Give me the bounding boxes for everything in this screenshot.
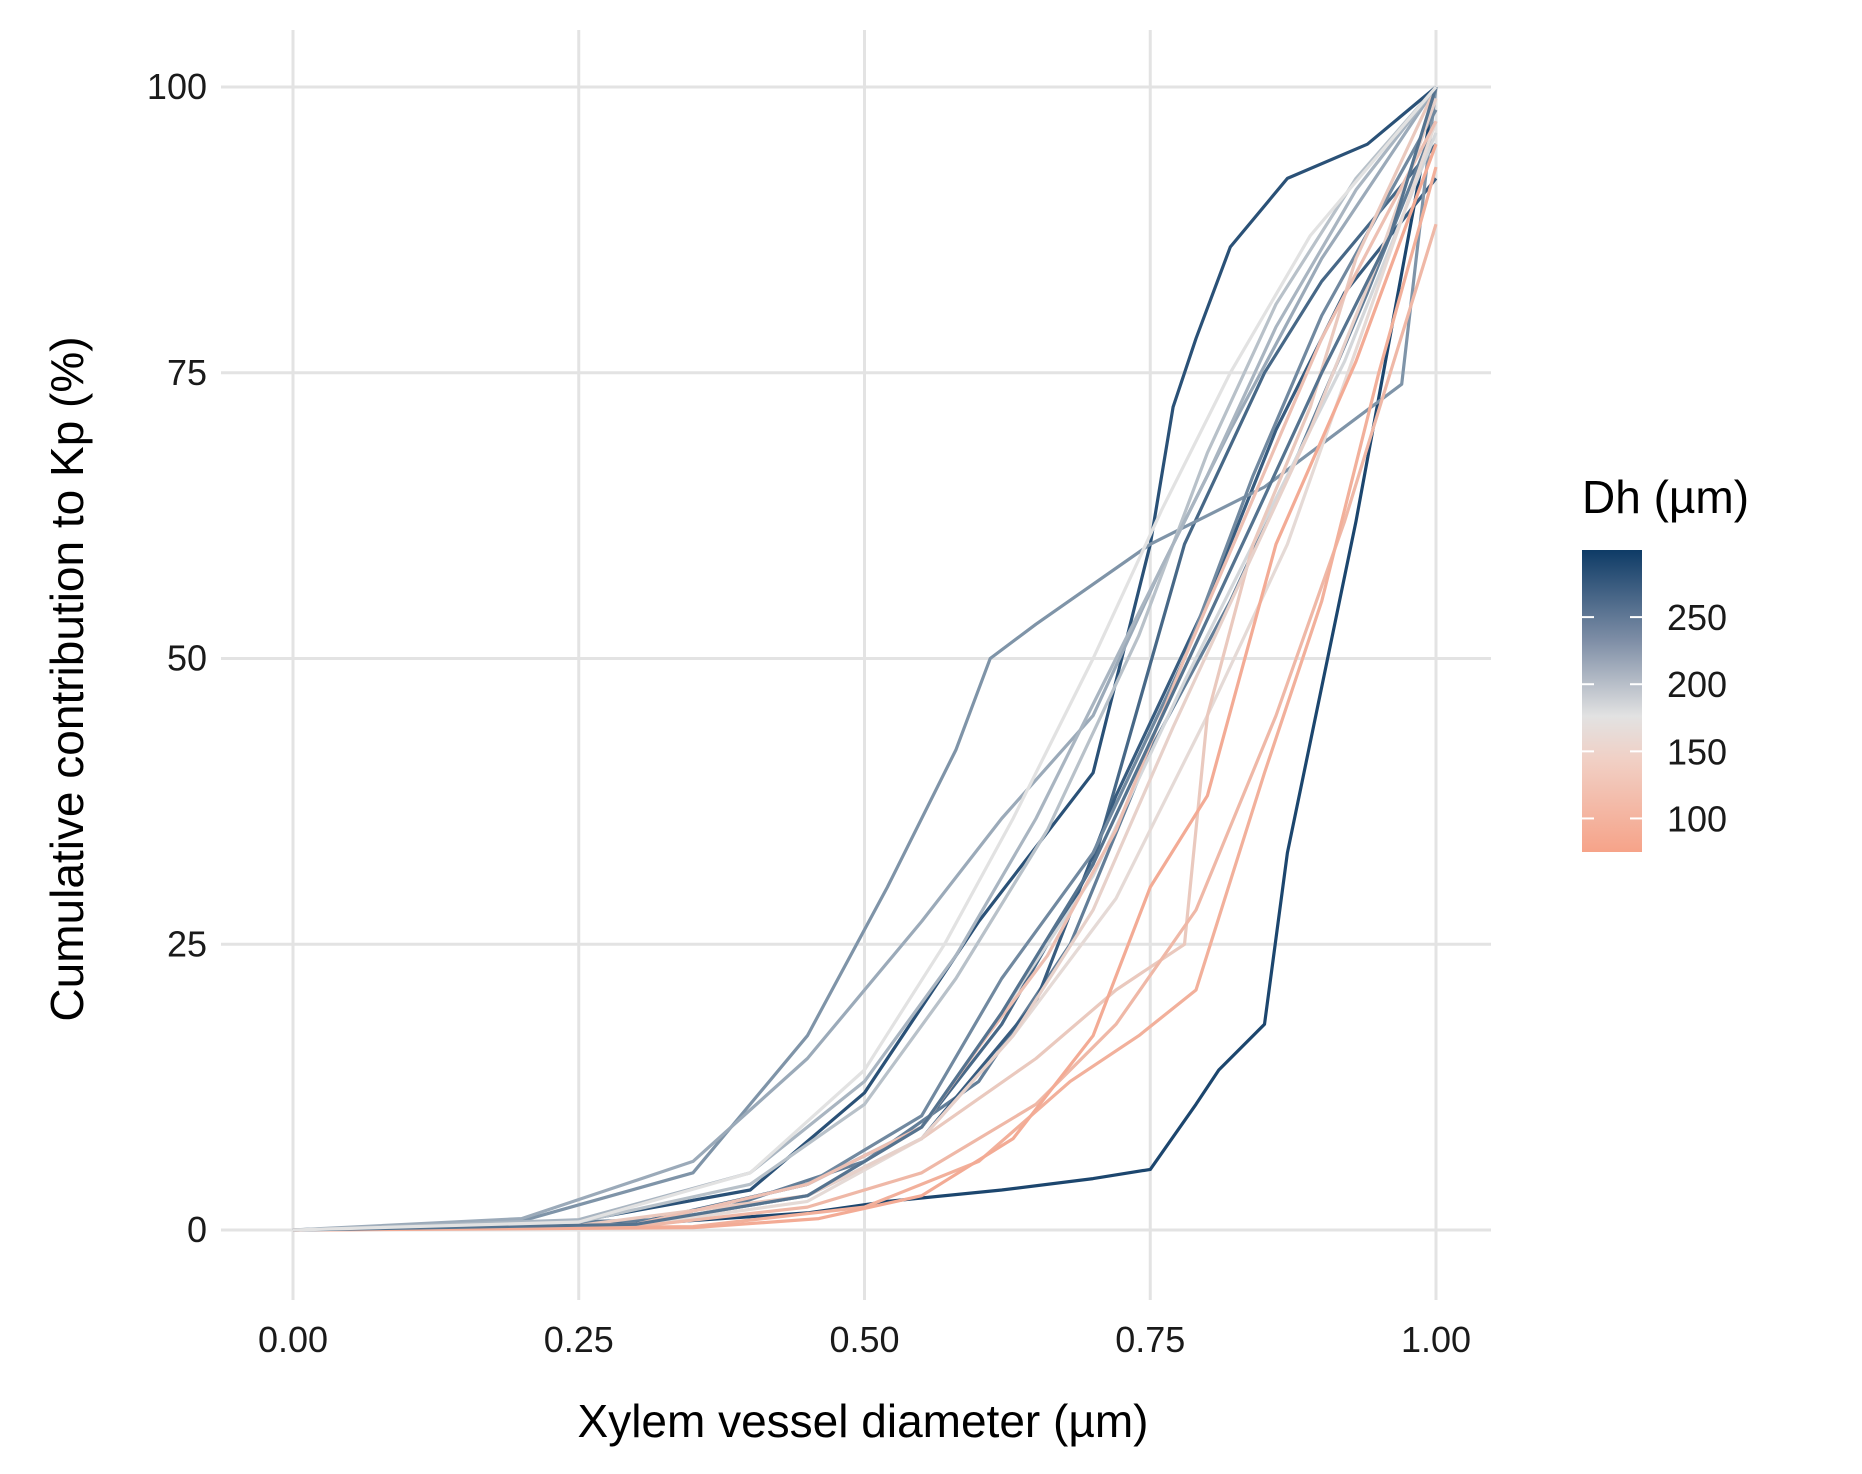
x-tick-label: 0.75 [1115, 1319, 1185, 1360]
colorbar [1582, 550, 1642, 852]
series-lines [292, 85, 1438, 1232]
y-tick-label: 50 [167, 638, 207, 679]
colorbar-tick-label: 200 [1667, 664, 1727, 705]
series-line-10 [292, 120, 1438, 1232]
colorbar-tick-label: 250 [1667, 597, 1727, 638]
series-line-8 [292, 85, 1438, 1232]
series-line-19 [292, 85, 1438, 1232]
x-axis-title: Xylem vessel diameter (µm) [578, 1395, 1149, 1447]
y-tick-label: 0 [187, 1209, 207, 1250]
legend: Dh (µm) 100 150 200 250 [1582, 471, 1749, 852]
series-line-15 [292, 143, 1438, 1232]
x-tick-label: 0.50 [829, 1319, 899, 1360]
x-tick-label: 1.00 [1401, 1319, 1471, 1360]
y-tick-label: 100 [147, 66, 207, 107]
series-line-12 [292, 223, 1438, 1232]
colorbar-tick-label: 150 [1667, 731, 1727, 772]
y-axis-title: Cumulative contribution to Kp (%) [41, 336, 93, 1021]
colorbar-tick-label: 100 [1667, 798, 1727, 839]
series-line-6 [292, 86, 1438, 1232]
legend-title: Dh (µm) [1582, 471, 1749, 523]
y-axis-ticks: 0 25 50 75 100 [147, 66, 207, 1250]
y-tick-label: 75 [167, 352, 207, 393]
series-line-5 [292, 86, 1438, 1232]
series-line-14 [292, 120, 1438, 1232]
x-tick-label: 0.00 [258, 1319, 328, 1360]
y-tick-label: 25 [167, 923, 207, 964]
series-line-13 [292, 166, 1438, 1232]
x-axis-ticks: 0.00 0.25 0.50 0.75 1.00 [258, 1319, 1471, 1360]
colorbar-ticks: 100 150 200 250 [1582, 597, 1727, 839]
x-tick-label: 0.25 [544, 1319, 614, 1360]
series-line-18 [292, 86, 1438, 1232]
